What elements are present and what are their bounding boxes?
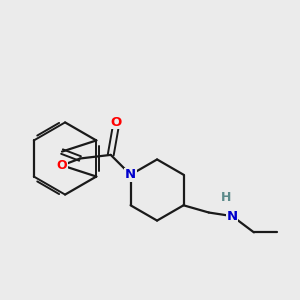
Text: O: O <box>110 116 122 129</box>
Text: O: O <box>57 159 67 172</box>
Text: H: H <box>221 190 231 203</box>
Text: N: N <box>227 210 238 223</box>
Text: N: N <box>125 168 136 181</box>
